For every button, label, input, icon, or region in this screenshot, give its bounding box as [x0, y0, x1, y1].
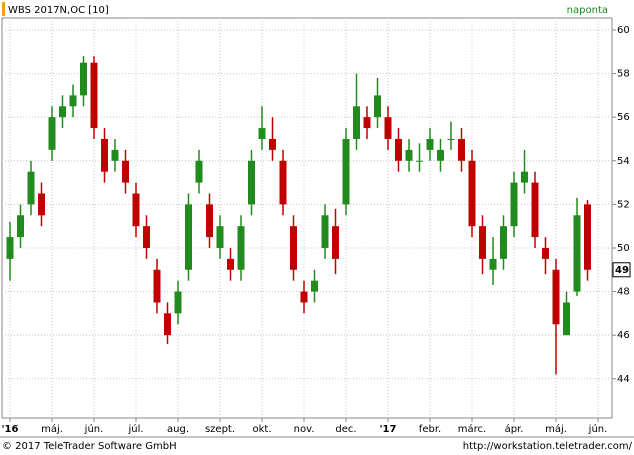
- x-tick-label: '16: [2, 424, 19, 435]
- x-tick-label: okt.: [252, 424, 271, 435]
- candle-body: [353, 106, 360, 139]
- candle-body: [531, 182, 539, 238]
- candle-body: [468, 160, 476, 227]
- x-tick-label: jún.: [84, 423, 104, 435]
- candle-body: [90, 62, 98, 129]
- candle-body: [279, 160, 287, 205]
- x-tick-label: '17: [380, 424, 397, 435]
- x-tick-label: szept.: [205, 424, 235, 435]
- candle-body: [27, 171, 35, 205]
- copyright: © 2017 TeleTrader Software GmbH: [2, 441, 177, 452]
- candle-body: [153, 269, 161, 303]
- x-tick-label: márc.: [458, 423, 486, 435]
- x-tick-label: jún.: [588, 423, 608, 435]
- candle-body: [111, 149, 119, 161]
- candle-body: [248, 160, 255, 205]
- y-tick-label: 50: [617, 243, 630, 254]
- candle-body: [563, 302, 570, 336]
- candle-body: [500, 226, 507, 259]
- candle-body: [269, 138, 276, 150]
- last-price-box: [612, 262, 631, 278]
- y-tick-label: 52: [617, 199, 630, 210]
- title-marker: [2, 2, 5, 16]
- plot-frame: [1, 17, 613, 419]
- x-tick-label: nov.: [294, 424, 315, 435]
- interval-label: naponta: [567, 5, 608, 16]
- candle-body: [69, 95, 77, 107]
- candle-body: [216, 226, 224, 248]
- candle-body: [542, 247, 549, 259]
- candle-body: [342, 138, 350, 205]
- candle-body: [237, 226, 245, 270]
- x-tick-label: aug.: [167, 424, 189, 435]
- candle-body: [206, 204, 213, 238]
- y-tick-label: 48: [617, 287, 630, 298]
- candle-body: [447, 138, 455, 140]
- candle-body: [384, 117, 392, 139]
- candle-body: [552, 269, 560, 325]
- candle-body: [573, 215, 581, 292]
- candle-body: [101, 138, 108, 172]
- candle-body: [489, 258, 497, 270]
- y-tick-label: 58: [617, 69, 630, 80]
- candle-body: [321, 215, 329, 248]
- candle-body: [185, 204, 192, 270]
- candle-body: [290, 226, 297, 270]
- candle-body: [132, 193, 140, 227]
- y-tick-label: 46: [617, 330, 630, 341]
- candle-body: [332, 226, 339, 259]
- x-tick-label: júl.: [127, 423, 143, 435]
- candle-body: [6, 237, 14, 259]
- candle-body: [38, 193, 45, 216]
- x-tick-label: máj.: [545, 423, 567, 435]
- source-url: http://workstation.teletrader.com/: [463, 441, 633, 452]
- y-tick-label: 60: [617, 25, 630, 36]
- candle-body: [405, 149, 413, 161]
- y-tick-label: 44: [617, 374, 630, 385]
- candle-body: [426, 138, 434, 150]
- candle-body: [59, 106, 66, 118]
- candle-body: [363, 117, 371, 129]
- x-tick-label: febr.: [419, 424, 441, 435]
- candle-body: [374, 95, 381, 118]
- candle-body: [510, 182, 518, 227]
- candle-body: [48, 117, 56, 150]
- candle-body: [17, 215, 24, 238]
- candle-body: [143, 226, 150, 248]
- chart-title: WBS 2017N,OC [10]: [8, 5, 109, 16]
- x-tick-label: dec.: [335, 424, 356, 435]
- candle-body: [195, 160, 203, 183]
- last-price-label: 49: [615, 265, 629, 276]
- candle-body: [164, 313, 171, 336]
- y-tick-label: 54: [617, 156, 630, 167]
- candle-body: [437, 149, 444, 161]
- candle-body: [227, 258, 234, 270]
- candle-body: [122, 160, 129, 183]
- candle-body: [174, 291, 182, 314]
- candle-body: [584, 204, 591, 270]
- y-tick-label: 56: [617, 112, 630, 123]
- candle-body: [395, 138, 402, 161]
- x-tick-label: máj.: [41, 423, 63, 435]
- candle-body: [458, 138, 465, 161]
- x-tick-label: ápr.: [505, 423, 524, 435]
- candle-body: [258, 128, 266, 139]
- candle-body: [479, 226, 486, 259]
- candle-body: [80, 62, 87, 96]
- candle-body: [521, 171, 528, 183]
- candle-body: [416, 160, 423, 162]
- candle-body: [311, 280, 318, 292]
- candle-body: [300, 291, 308, 303]
